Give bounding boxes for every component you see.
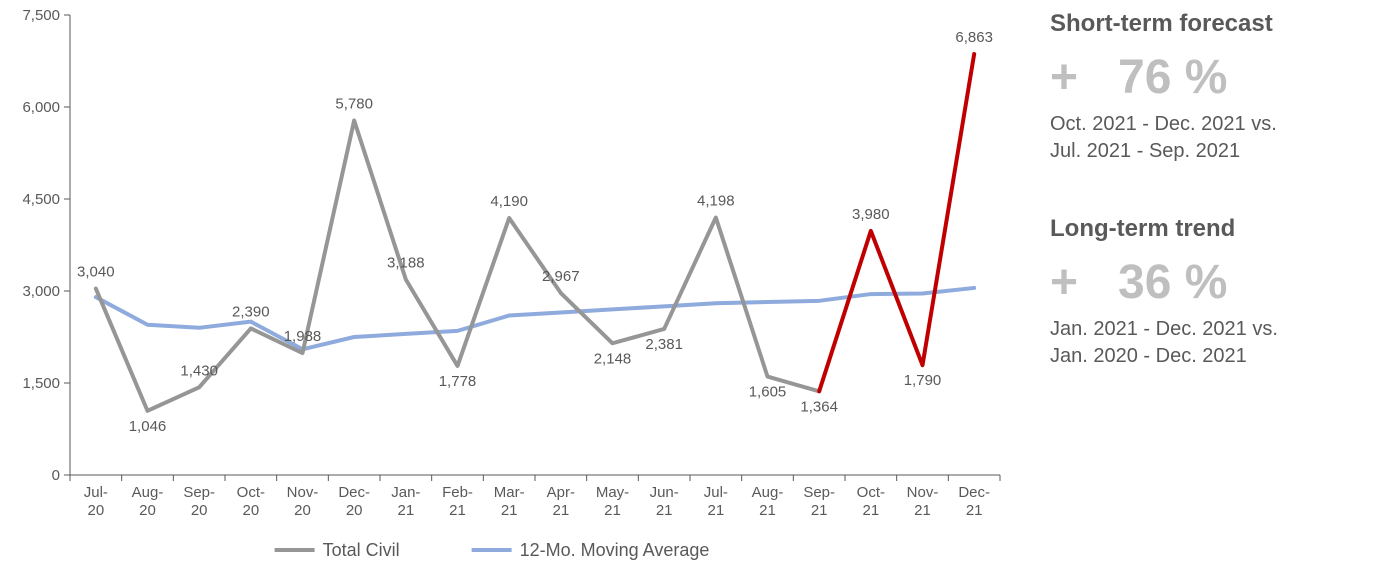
svg-text:21: 21 [914,502,931,519]
long-term-stat: + 36 % [1050,255,1372,310]
svg-text:Sep-: Sep- [803,484,835,501]
svg-text:0: 0 [52,467,60,484]
chart-area: 01,5003,0004,5006,0007,500Jul-20Aug-20Se… [0,0,1020,570]
short-term-value: 76 % [1118,50,1227,105]
total-civil-forecast-line [819,54,974,391]
svg-text:21: 21 [811,502,828,519]
data-label: 2,148 [594,350,632,367]
svg-text:21: 21 [397,502,414,519]
svg-text:21: 21 [707,502,724,519]
svg-text:Dec-: Dec- [338,484,370,501]
svg-text:Dec-: Dec- [958,484,990,501]
svg-text:20: 20 [346,502,363,519]
svg-text:Nov-: Nov- [287,484,319,501]
data-label: 3,980 [852,206,890,223]
short-term-sign: + [1050,50,1078,105]
svg-text:20: 20 [191,502,208,519]
svg-text:4,500: 4,500 [22,191,60,208]
svg-text:21: 21 [862,502,879,519]
short-term-block: Short-term forecast + 76 % Oct. 2021 - D… [1050,10,1372,165]
svg-text:1,500: 1,500 [22,375,60,392]
long-term-block: Long-term trend + 36 % Jan. 2021 - Dec. … [1050,215,1372,370]
svg-text:Nov-: Nov- [907,484,939,501]
svg-text:21: 21 [966,502,983,519]
svg-text:Oct-: Oct- [237,484,265,501]
data-label: 3,188 [387,254,425,271]
data-label: 1,778 [439,373,477,390]
long-term-sign: + [1050,255,1078,310]
data-label: 1,790 [904,372,942,389]
long-term-value: 36 % [1118,255,1227,310]
svg-text:Jul-: Jul- [704,484,728,501]
svg-text:6,000: 6,000 [22,99,60,116]
short-term-caption-1: Oct. 2021 - Dec. 2021 vs. [1050,111,1372,138]
data-label: 2,390 [232,303,270,320]
data-label: 3,040 [77,264,115,281]
short-term-stat: + 76 % [1050,50,1372,105]
svg-text:Sep-: Sep- [183,484,215,501]
svg-text:Feb-: Feb- [442,484,473,501]
data-label: 2,967 [542,268,580,285]
data-label: 2,381 [645,336,683,353]
svg-text:20: 20 [242,502,259,519]
data-label: 4,190 [490,193,528,210]
legend-label: Total Civil [323,540,400,560]
data-label: 1,046 [129,418,167,435]
main-container: 01,5003,0004,5006,0007,500Jul-20Aug-20Se… [0,0,1382,570]
data-label: 1,605 [749,384,787,401]
data-label: 1,988 [284,328,322,345]
svg-text:21: 21 [552,502,569,519]
data-label: 5,780 [335,95,373,112]
svg-text:Jun-: Jun- [650,484,679,501]
svg-text:20: 20 [139,502,156,519]
data-label: 6,863 [955,29,993,46]
svg-text:Aug-: Aug- [132,484,164,501]
svg-text:21: 21 [501,502,518,519]
legend-label: 12-Mo. Moving Average [520,540,710,560]
short-term-title: Short-term forecast [1050,10,1372,38]
svg-text:7,500: 7,500 [22,7,60,24]
data-label: 1,430 [180,362,218,379]
side-panel: Short-term forecast + 76 % Oct. 2021 - D… [1020,0,1382,570]
svg-text:21: 21 [759,502,776,519]
svg-text:May-: May- [596,484,629,501]
line-chart: 01,5003,0004,5006,0007,500Jul-20Aug-20Se… [0,0,1020,570]
long-term-caption: Jan. 2021 - Dec. 2021 vs. Jan. 2020 - De… [1050,316,1372,370]
svg-text:Oct-: Oct- [857,484,885,501]
data-label: 1,364 [800,398,838,415]
svg-text:Aug-: Aug- [752,484,784,501]
short-term-caption: Oct. 2021 - Dec. 2021 vs. Jul. 2021 - Se… [1050,111,1372,165]
svg-text:20: 20 [294,502,311,519]
svg-text:20: 20 [87,502,104,519]
long-term-caption-1: Jan. 2021 - Dec. 2021 vs. [1050,316,1372,343]
long-term-title: Long-term trend [1050,215,1372,243]
svg-text:Mar-: Mar- [494,484,525,501]
svg-text:Jul-: Jul- [84,484,108,501]
svg-text:Jan-: Jan- [391,484,420,501]
svg-text:Apr-: Apr- [547,484,575,501]
svg-text:21: 21 [656,502,673,519]
long-term-caption-2: Jan. 2020 - Dec. 2021 [1050,343,1372,370]
svg-text:21: 21 [449,502,466,519]
svg-text:21: 21 [604,502,621,519]
short-term-caption-2: Jul. 2021 - Sep. 2021 [1050,138,1372,165]
data-label: 4,198 [697,193,735,210]
svg-text:3,000: 3,000 [22,283,60,300]
